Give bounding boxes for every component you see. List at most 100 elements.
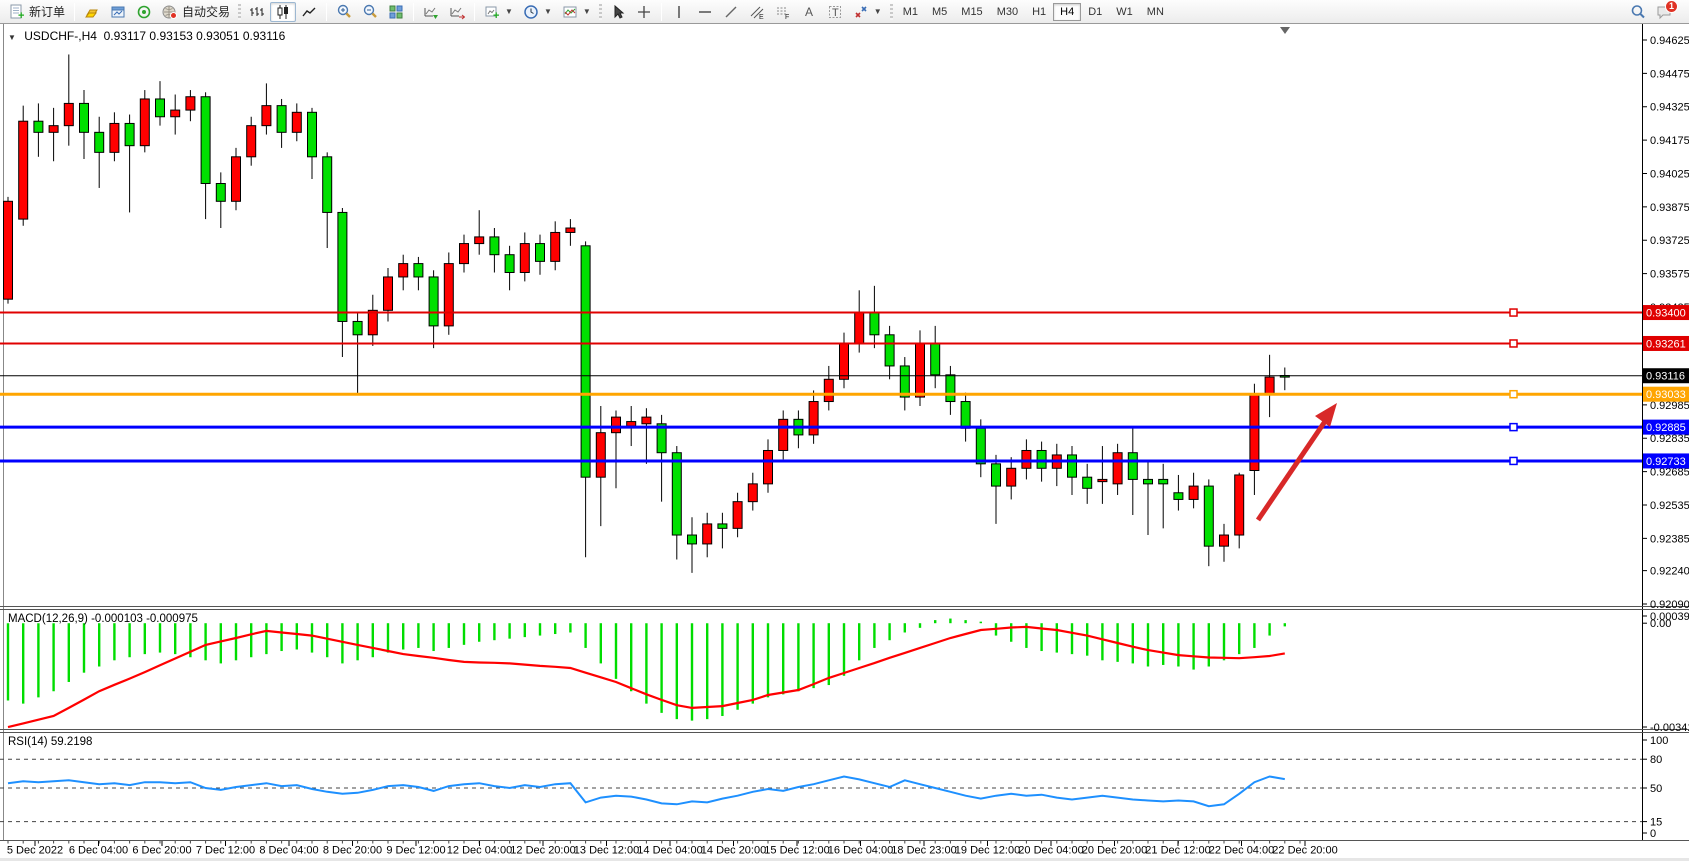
crosshair-icon [636, 4, 652, 20]
svg-text:0.93033: 0.93033 [1646, 389, 1686, 401]
toolbar-separator [660, 2, 662, 21]
arrows-tool[interactable]: ▼ [848, 2, 887, 22]
signals-button[interactable] [131, 2, 157, 22]
tab-h1[interactable]: H1 [1032, 5, 1047, 18]
terminal-button[interactable] [105, 2, 131, 22]
macd-current-values: -0.000103 -0.000975 [91, 613, 198, 625]
template-icon [562, 4, 578, 20]
trendline-tool[interactable] [718, 2, 744, 22]
autoscroll-button[interactable] [418, 2, 444, 22]
svg-text:0.94025: 0.94025 [1650, 168, 1689, 180]
autoscroll-icon [423, 4, 439, 20]
svg-text:0.92240: 0.92240 [1650, 566, 1689, 578]
svg-text:100: 100 [1650, 735, 1668, 747]
svg-text:0.94325: 0.94325 [1650, 102, 1689, 114]
svg-text:0.92535: 0.92535 [1650, 500, 1689, 512]
autotrading-label: 自动交易 [182, 5, 231, 19]
dropdown-caret: ▼ [582, 7, 591, 16]
tab-h4[interactable]: H4 [1053, 2, 1082, 21]
svg-text:0.93116: 0.93116 [1646, 371, 1685, 383]
svg-text:50: 50 [1650, 783, 1662, 795]
svg-text:0.92733: 0.92733 [1646, 456, 1686, 468]
tab-m1[interactable]: M1 [902, 5, 918, 18]
tab-m5[interactable]: M5 [932, 5, 948, 18]
bar-chart-icon [249, 4, 265, 20]
tab-m30[interactable]: M30 [996, 5, 1019, 18]
svg-text:0.94625: 0.94625 [1650, 35, 1689, 47]
arrows-icon [853, 4, 869, 20]
signal-icon [136, 4, 152, 20]
new-chart-button[interactable]: + ▼ [479, 2, 518, 22]
symbol-period-label: USDCHF-,H4 [24, 29, 97, 43]
vertical-line-icon [671, 4, 687, 20]
svg-text:0.94175: 0.94175 [1650, 135, 1689, 147]
tile-windows-button[interactable] [383, 2, 409, 22]
zoom-out-icon [362, 4, 378, 20]
chart-shift-button[interactable] [444, 2, 470, 22]
svg-text:0.92090: 0.92090 [1650, 599, 1689, 611]
tab-mn[interactable]: MN [1146, 5, 1164, 18]
svg-text:0.00: 0.00 [1650, 618, 1671, 630]
chart-shift-icon [449, 4, 466, 20]
cursor-button[interactable] [605, 2, 631, 22]
equidistant-channel-icon: E [749, 4, 765, 21]
svg-text:6 Dec 20:00: 6 Dec 20:00 [132, 845, 191, 857]
fibonacci-icon: F [775, 4, 791, 21]
horizontal-line-tool[interactable] [692, 2, 718, 22]
candlestick-mode-button[interactable] [270, 1, 297, 22]
svg-text:7 Dec 12:00: 7 Dec 12:00 [196, 845, 255, 857]
svg-text:8 Dec 04:00: 8 Dec 04:00 [259, 845, 318, 857]
dropdown-caret: ▼ [505, 7, 513, 16]
macd-name: MACD(12,26,9) [8, 613, 88, 625]
toolbar: + 新订单 [0, 0, 1689, 24]
rsi-current-value: 59.2198 [50, 736, 93, 748]
vertical-line-tool[interactable] [666, 2, 692, 22]
svg-text:A: A [805, 5, 813, 19]
svg-text:0: 0 [1650, 828, 1656, 840]
tab-w1[interactable]: W1 [1116, 5, 1133, 18]
macd-pane-label: MACD(12,26,9) -0.000103 -0.000975 [8, 613, 198, 625]
svg-text:0.92885: 0.92885 [1646, 422, 1686, 434]
svg-text:0.92685: 0.92685 [1650, 467, 1689, 479]
svg-text:20 Dec 04:00: 20 Dec 04:00 [1018, 845, 1083, 857]
svg-text:0.93725: 0.93725 [1650, 235, 1689, 247]
fibonacci-tool[interactable]: F [770, 2, 796, 22]
collapse-triangle-icon[interactable]: ▼ [8, 33, 16, 42]
tab-d1[interactable]: D1 [1088, 5, 1103, 18]
svg-text:14 Dec 04:00: 14 Dec 04:00 [637, 845, 702, 857]
autotrading-globe-icon [162, 4, 178, 20]
svg-text:12 Dec 20:00: 12 Dec 20:00 [510, 845, 575, 857]
search-button[interactable] [1625, 2, 1651, 22]
text-tool[interactable]: A [796, 2, 822, 22]
svg-text:21 Dec 12:00: 21 Dec 12:00 [1145, 845, 1210, 857]
period-button[interactable]: ▼ [518, 2, 557, 22]
zoom-in-button[interactable] [331, 2, 357, 22]
text-label-tool[interactable]: T [822, 2, 848, 22]
dropdown-caret: ▼ [873, 7, 882, 16]
svg-text:22 Dec 04:00: 22 Dec 04:00 [1209, 845, 1274, 857]
crosshair-button[interactable] [631, 2, 657, 22]
template-button[interactable]: ▼ [557, 2, 596, 22]
tab-m15[interactable]: M15 [961, 5, 983, 18]
channel-tool[interactable]: E [744, 2, 770, 22]
svg-text:80: 80 [1650, 754, 1662, 766]
toolbar-separator [413, 2, 415, 21]
terminal-window-icon [110, 4, 126, 20]
market-watch-button[interactable] [79, 2, 105, 22]
svg-text:-0.003419: -0.003419 [1650, 722, 1689, 734]
toolbar-separator [74, 2, 76, 21]
chat-button[interactable]: 1 [1651, 0, 1678, 22]
candlestick-icon [275, 4, 291, 20]
text-icon: A [801, 4, 817, 20]
bar-chart-mode-button[interactable] [244, 2, 270, 22]
toolbar-grip [889, 3, 893, 20]
chart-ohlc-title: ▼ USDCHF-,H4 0.93117 0.93153 0.93051 0.9… [8, 29, 285, 43]
horizontal-line-icon [697, 4, 713, 20]
svg-text:12 Dec 04:00: 12 Dec 04:00 [447, 845, 512, 857]
line-chart-mode-button[interactable] [296, 2, 322, 22]
zoom-out-button[interactable] [357, 2, 383, 22]
autotrading-button[interactable]: 自动交易 [157, 2, 235, 22]
new-order-button[interactable]: + 新订单 [4, 2, 70, 22]
